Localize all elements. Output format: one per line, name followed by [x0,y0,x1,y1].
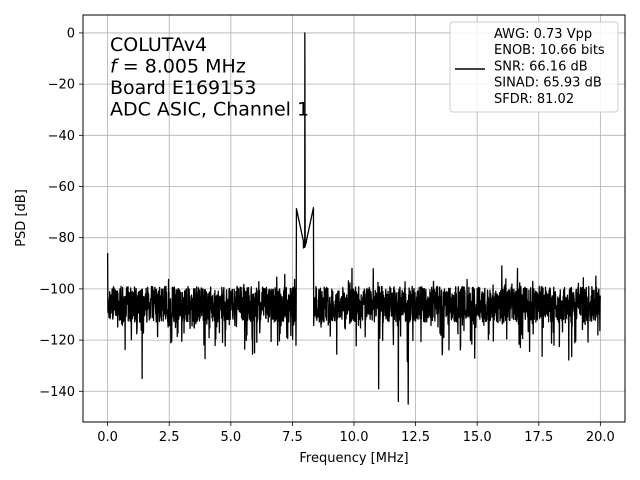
annotation-line: f = 8.005 MHz [110,56,246,78]
legend-entry: SFDR: 81.02 [494,92,574,107]
y-tick-label: −20 [48,78,75,93]
y-tick-label: −40 [48,129,75,144]
x-tick-label: 20.0 [586,430,615,445]
annotation-line: Board E169153 [110,77,256,99]
x-tick-label: 5.0 [220,430,241,445]
legend-entry: SINAD: 65.93 dB [494,76,602,91]
x-tick-label: 10.0 [340,430,369,445]
psd-trace [106,32,602,405]
x-tick-label: 17.5 [524,430,553,445]
axis-ticks: 0.0 2.5 5.0 7.5 10.0 12.5 15.0 17.5 20.0 0 −20 −40 −… [39,26,615,445]
y-tick-label: −100 [39,282,75,297]
annotation-line: COLUTAv4 [110,34,207,56]
x-axis-label: Frequency [MHz] [299,451,408,466]
x-tick-label: 0.0 [97,430,118,445]
x-tick-label: 15.0 [463,430,492,445]
annotation-line: ADC ASIC, Channel 1 [110,99,309,121]
y-tick-label: −140 [39,385,75,400]
x-tick-label: 12.5 [401,430,430,445]
legend-entry: SNR: 66.16 dB [494,59,588,74]
y-tick-label: −80 [48,231,75,246]
x-tick-label: 7.5 [282,430,303,445]
x-tick-label: 2.5 [159,430,180,445]
legend-entry: AWG: 0.73 Vpp [494,27,592,42]
legend-entry: ENOB: 10.66 bits [494,43,605,58]
y-tick-label: 0 [67,26,75,41]
legend-box [449,21,619,113]
y-tick-label: −120 [39,334,75,349]
series-layer [106,32,602,405]
y-tick-label: −60 [48,180,75,195]
y-axis-label: PSD [dB] [14,189,29,247]
